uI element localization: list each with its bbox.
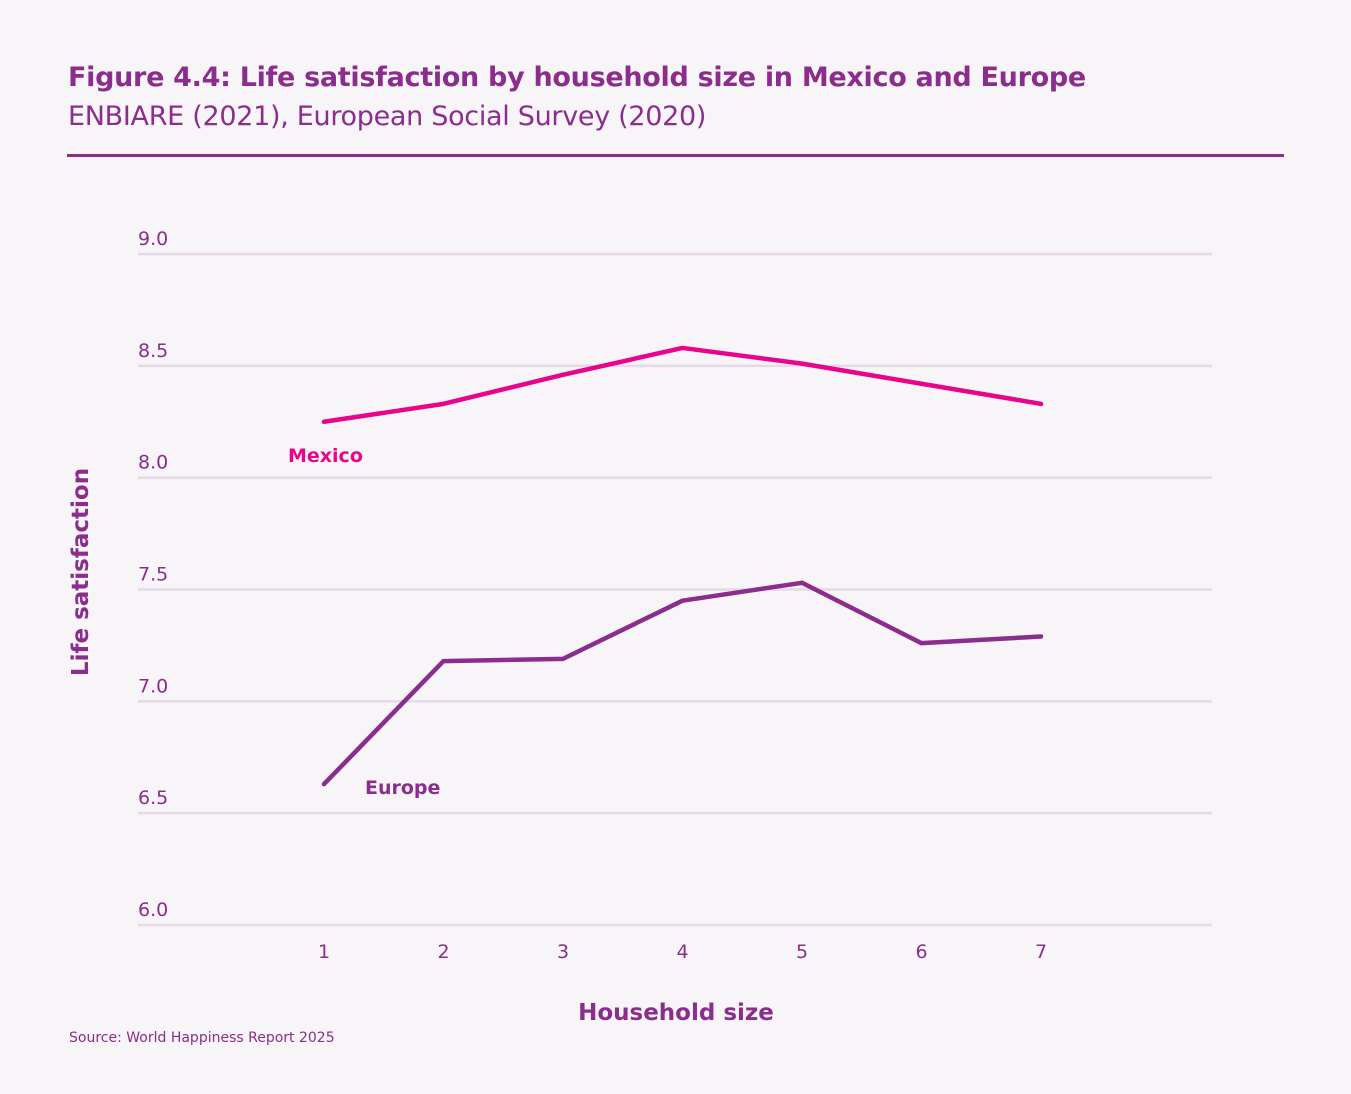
data-point	[1039, 634, 1043, 639]
data-point	[441, 401, 446, 406]
data-point	[322, 782, 326, 787]
y-tick-label: 8.0	[138, 452, 168, 474]
x-tick-label: 3	[557, 941, 569, 963]
source-note: Source: World Happiness Report 2025	[69, 1030, 335, 1046]
x-tick-label: 1	[318, 941, 330, 963]
y-tick-label: 7.5	[138, 564, 168, 586]
y-tick-label: 7.0	[138, 675, 168, 697]
series-label-europe: Europe	[365, 777, 440, 799]
data-point	[800, 580, 804, 585]
y-tick-label: 8.5	[138, 340, 168, 362]
data-point	[322, 419, 326, 424]
data-point	[441, 659, 446, 664]
data-point	[680, 345, 685, 350]
x-tick-label: 2	[437, 941, 449, 963]
y-tick-label: 6.5	[138, 787, 168, 809]
x-tick-label: 7	[1035, 941, 1047, 963]
x-tick-label: 6	[915, 941, 927, 963]
series-label-mexico: Mexico	[288, 445, 363, 467]
y-tick-label: 9.0	[138, 228, 168, 250]
series-line-europe	[321, 580, 1044, 787]
title-divider	[67, 154, 1284, 157]
chart-title: Figure 4.4: Life satisfaction by househo…	[68, 62, 1086, 93]
data-point	[919, 381, 924, 386]
data-point	[800, 361, 804, 366]
y-axis-label: Life satisfaction	[68, 468, 94, 676]
data-point	[1039, 401, 1043, 406]
chart-subtitle: ENBIARE (2021), European Social Survey (…	[68, 101, 707, 132]
data-point	[680, 598, 685, 603]
series-line-mexico	[321, 345, 1044, 424]
data-point	[919, 641, 924, 646]
x-tick-label: 5	[796, 941, 808, 963]
data-point	[561, 656, 565, 661]
x-axis-label: Household size	[578, 1000, 774, 1026]
x-tick-label: 4	[676, 941, 688, 963]
data-point	[561, 372, 565, 377]
y-tick-label: 6.0	[138, 899, 168, 921]
